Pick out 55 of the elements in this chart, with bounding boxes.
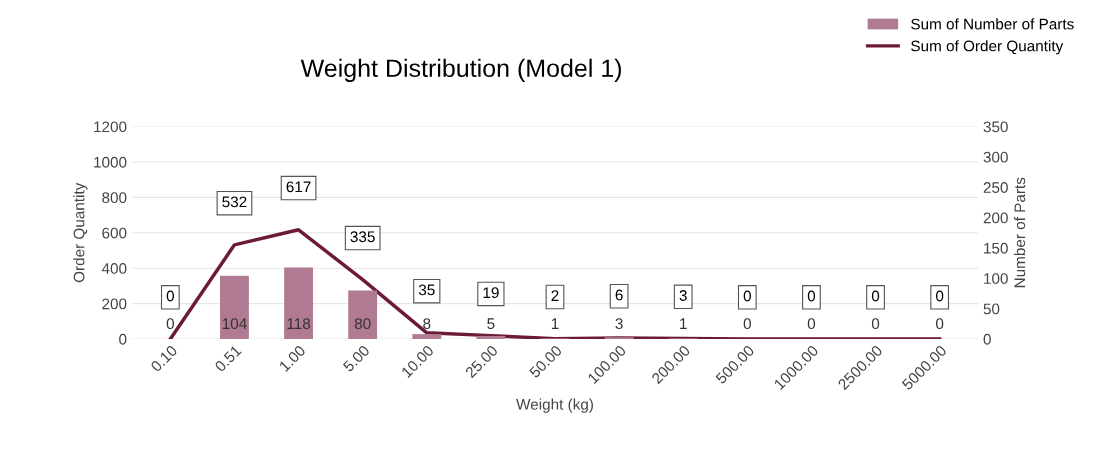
- data-label: 8: [423, 318, 431, 330]
- data-label: 3: [615, 318, 623, 330]
- y-tick-label: 800: [102, 192, 127, 204]
- x-tick-label: 0.10: [150, 344, 178, 373]
- y-tick-label: 1200: [94, 121, 127, 133]
- bar: [412, 334, 442, 339]
- data-label: 0: [743, 290, 751, 302]
- y-tick-label: 1000: [94, 156, 127, 168]
- legend-label: Sum of Order Quantity: [911, 40, 1064, 55]
- y2-tick-label: 350: [983, 121, 1008, 133]
- data-label: 335: [350, 231, 375, 243]
- data-label: 0: [807, 290, 816, 302]
- x-axis-title: Weight (kg): [516, 398, 593, 413]
- data-label: 0: [743, 318, 751, 330]
- data-label: 19: [483, 287, 499, 299]
- data-label: 0: [807, 318, 816, 330]
- data-label: 532: [222, 196, 247, 208]
- data-label: 617: [286, 181, 311, 193]
- data-label: 0: [166, 290, 174, 302]
- y2-axis-title: Number of Parts: [1014, 177, 1026, 288]
- bar: [348, 290, 378, 339]
- legend-label: Sum of Number of Parts: [911, 18, 1074, 30]
- x-tick-label: 0.51: [214, 344, 242, 373]
- data-label: 35: [418, 284, 435, 296]
- y2-tick-label: 50: [983, 303, 1000, 315]
- data-label: 6: [615, 289, 623, 301]
- y2-tick-label: 150: [984, 242, 1008, 254]
- y2-tick-label: 0: [983, 333, 991, 345]
- data-label: 0: [935, 318, 944, 330]
- data-label: 0: [166, 318, 174, 330]
- y-tick-label: 600: [102, 227, 127, 239]
- data-label: 5: [487, 318, 495, 330]
- data-label: 0: [935, 290, 944, 302]
- data-label: 0: [871, 290, 880, 302]
- data-label: 1: [551, 318, 559, 329]
- data-label: 80: [354, 318, 371, 330]
- data-label: 118: [287, 318, 311, 330]
- y-tick-label: 0: [119, 333, 127, 345]
- y2-tick-label: 300: [983, 151, 1008, 163]
- y2-tick-label: 200: [983, 212, 1008, 224]
- data-label: 2: [551, 290, 559, 301]
- data-label: 0: [871, 318, 880, 330]
- bar: [284, 267, 313, 339]
- data-label: 104: [222, 318, 247, 330]
- y-tick-label: 400: [101, 263, 127, 274]
- x-tick-label: 5.00: [342, 344, 371, 373]
- y2-tick-label: 100: [984, 273, 1008, 284]
- y-tick-label: 200: [102, 298, 127, 310]
- bar: [220, 275, 249, 339]
- chart-title: Weight Distribution (Model 1): [300, 58, 621, 83]
- data-label: 1: [680, 318, 687, 329]
- data-label: 3: [679, 290, 687, 301]
- y-axis-title: Order Quantity: [73, 182, 88, 283]
- bar: [476, 335, 506, 339]
- y2-tick-label: 250: [983, 182, 1008, 193]
